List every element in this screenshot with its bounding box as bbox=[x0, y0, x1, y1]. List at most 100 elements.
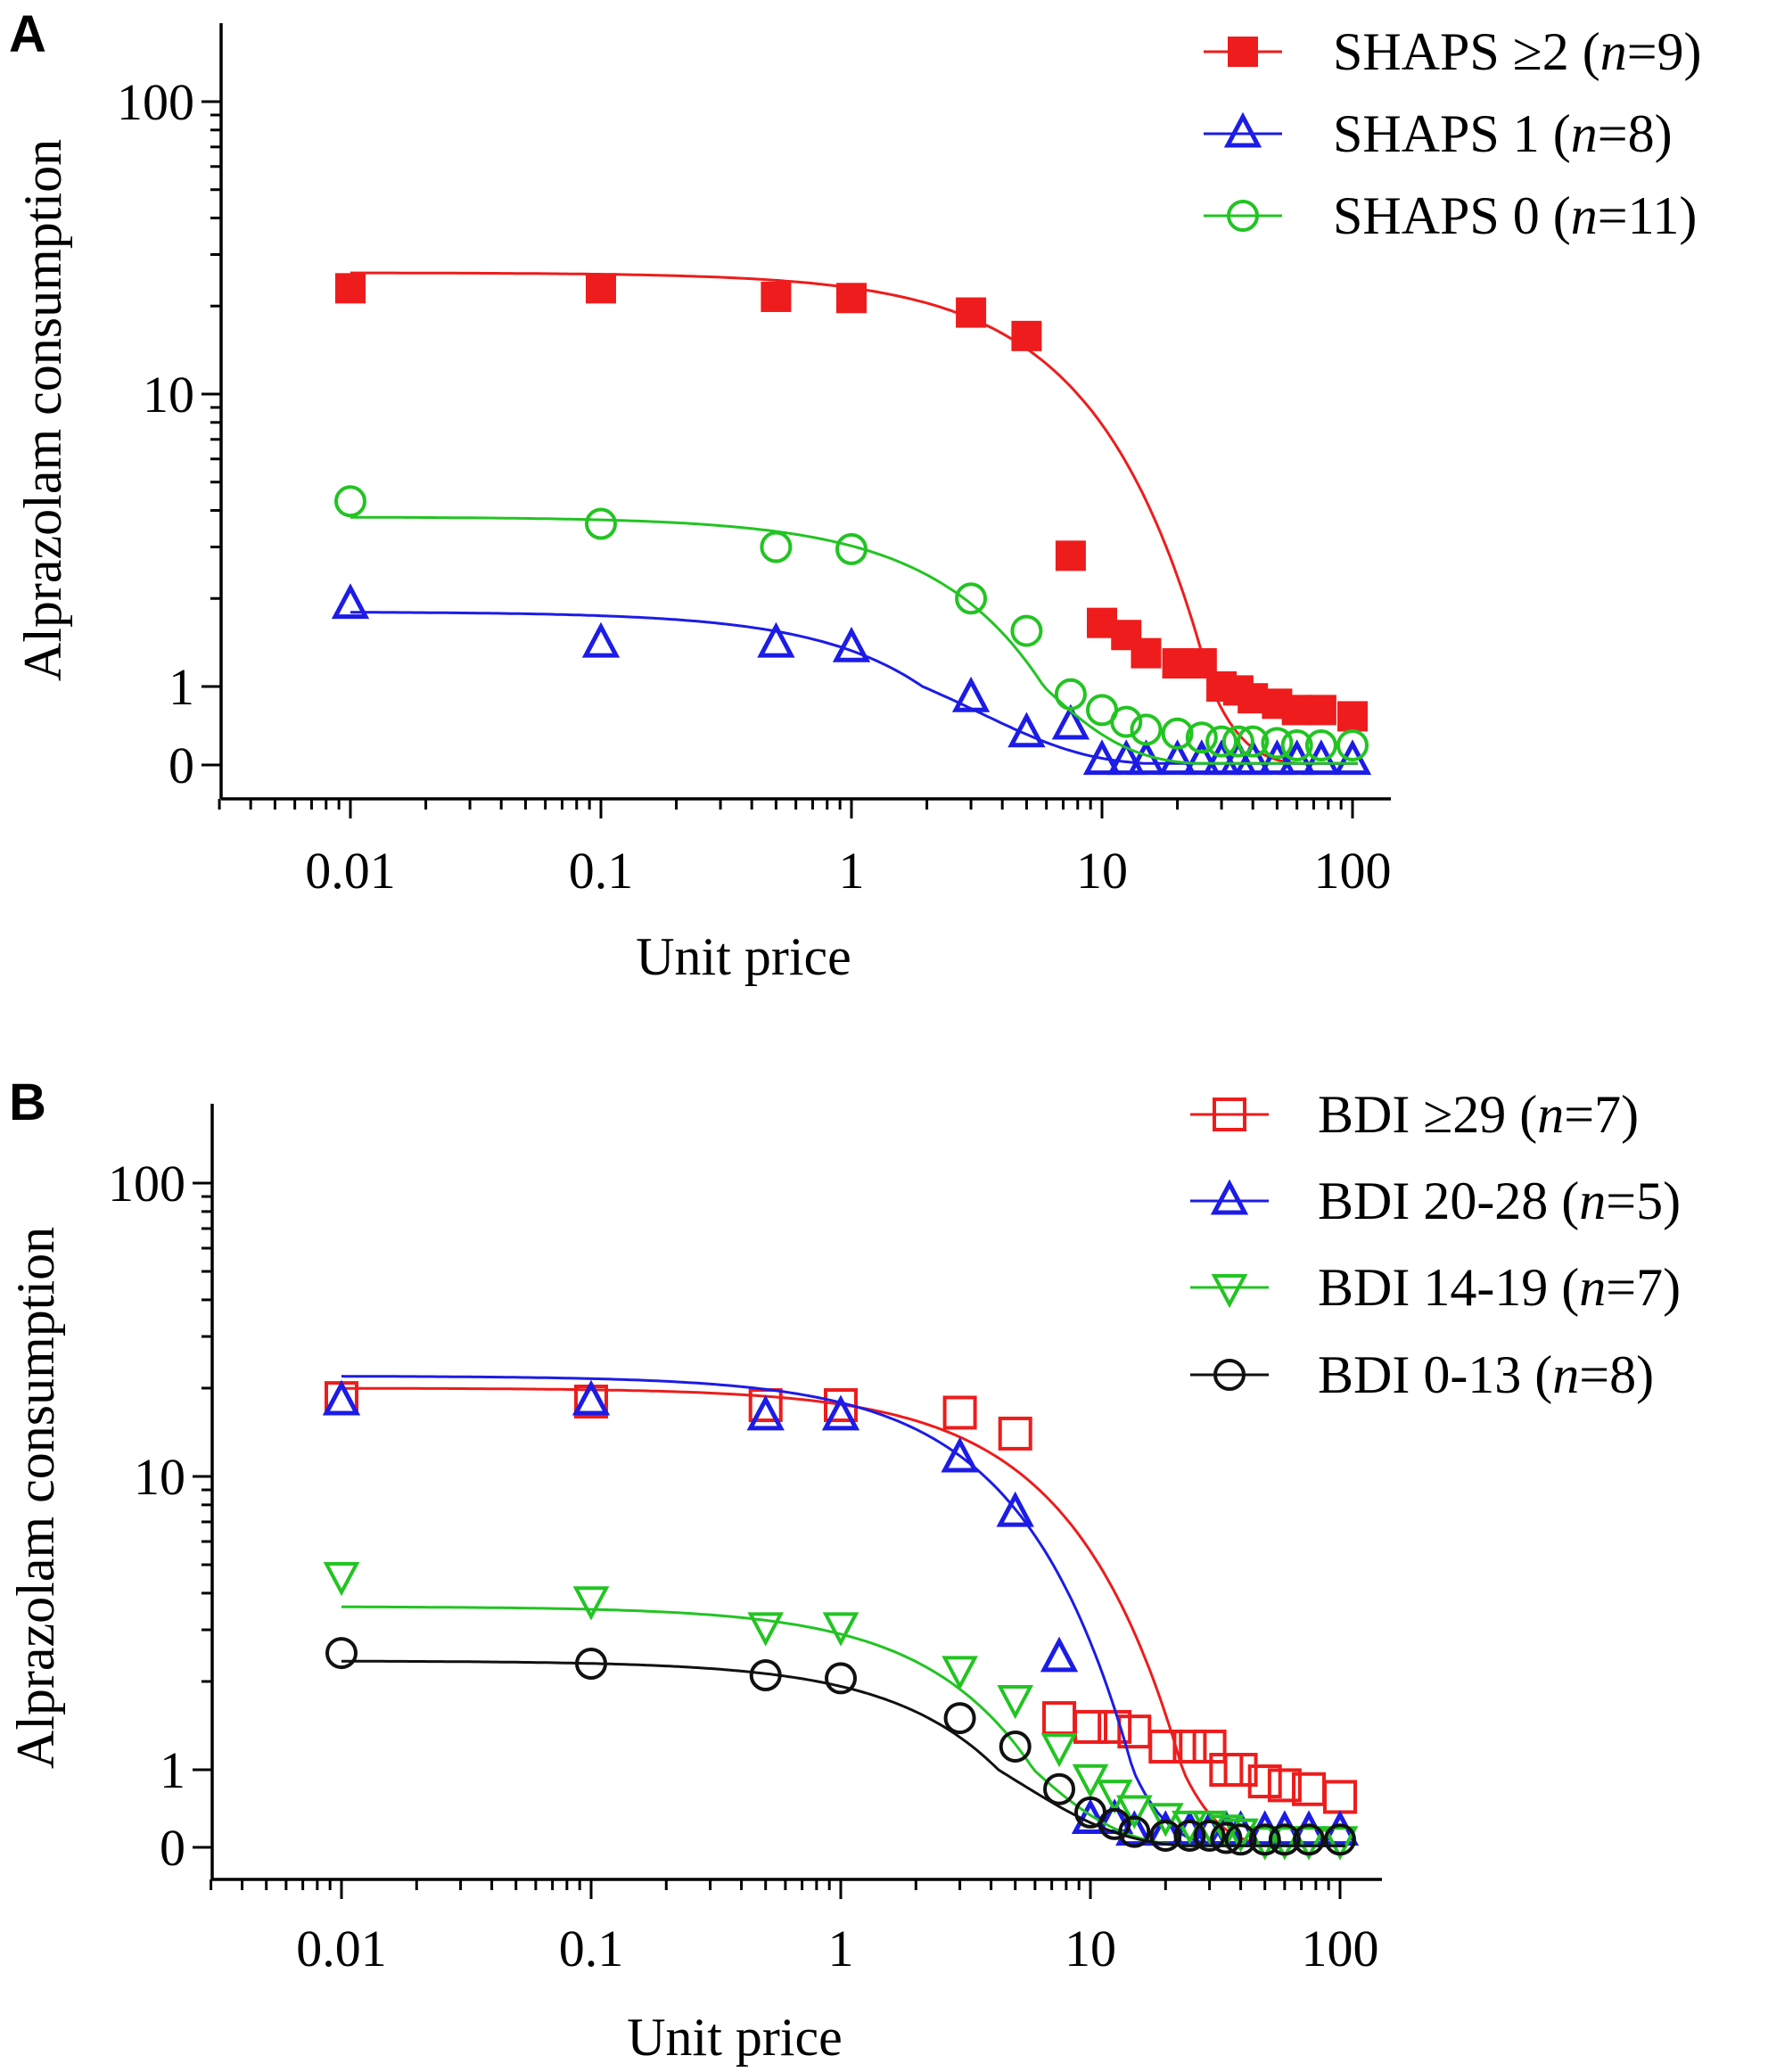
data-point bbox=[1336, 729, 1369, 761]
data-point bbox=[1304, 729, 1337, 761]
data-point bbox=[1293, 1823, 1326, 1856]
legend-label: BDI 14-19 (n=7) bbox=[1318, 1258, 1681, 1317]
legend-label-n: n bbox=[1537, 1085, 1564, 1144]
data-point bbox=[1107, 739, 1146, 776]
data-point bbox=[943, 1702, 976, 1735]
legend-label: SHAPS ≥2 (n=9) bbox=[1333, 22, 1702, 81]
legend-label-tail: =8) bbox=[1598, 104, 1673, 163]
data-point bbox=[1130, 713, 1163, 746]
data-point bbox=[1011, 320, 1042, 351]
data-point bbox=[942, 1656, 978, 1690]
data-point bbox=[1110, 705, 1143, 738]
data-point bbox=[1118, 1815, 1151, 1848]
y-tick-label: 10 bbox=[134, 1448, 185, 1506]
x-tick-label: 100 bbox=[1314, 842, 1392, 900]
data-point bbox=[1208, 1814, 1245, 1849]
y-axis-label: Alprazolam consumption bbox=[6, 1227, 65, 1769]
data-point bbox=[1172, 1729, 1207, 1764]
data-point bbox=[1193, 1819, 1226, 1852]
data-point bbox=[585, 507, 617, 540]
data-point bbox=[997, 1685, 1034, 1720]
data-point bbox=[749, 1658, 782, 1691]
data-point bbox=[322, 1379, 361, 1416]
data-point bbox=[747, 1612, 785, 1647]
y-tick-label: 100 bbox=[108, 1155, 185, 1213]
data-point bbox=[325, 1637, 358, 1670]
y-axis-label: Alprazolam consumption bbox=[13, 139, 72, 681]
data-point bbox=[572, 1586, 610, 1621]
data-point bbox=[1158, 739, 1196, 776]
data-point bbox=[1042, 1701, 1077, 1736]
fit-curve bbox=[341, 1605, 1345, 1847]
legend-marker bbox=[1227, 200, 1259, 232]
legend-marker bbox=[1228, 37, 1258, 67]
series-1 bbox=[322, 1375, 1360, 1847]
legend-entry: BDI 0-13 (n=8) bbox=[1190, 1345, 1654, 1404]
legend-marker bbox=[1213, 1098, 1246, 1131]
y-tick-label: 10 bbox=[143, 366, 194, 423]
data-point bbox=[1043, 1772, 1076, 1805]
data-point bbox=[1234, 739, 1272, 776]
data-point bbox=[1182, 739, 1221, 776]
data-point bbox=[955, 582, 988, 615]
data-point bbox=[1161, 717, 1194, 750]
data-point bbox=[835, 532, 868, 565]
data-point bbox=[1247, 1764, 1282, 1799]
data-point bbox=[1221, 725, 1254, 758]
y-tick-label: 0 bbox=[169, 736, 194, 794]
data-point bbox=[1321, 1826, 1359, 1861]
legend-label-n: n bbox=[1600, 22, 1627, 81]
data-point bbox=[1280, 729, 1313, 761]
legend-label-main: BDI 14-19 ( bbox=[1318, 1258, 1579, 1317]
data-point bbox=[1071, 1798, 1110, 1835]
legend-label-tail: =9) bbox=[1627, 22, 1702, 81]
data-point bbox=[323, 1561, 360, 1597]
data-point bbox=[581, 621, 621, 658]
data-point bbox=[1051, 703, 1090, 740]
data-point bbox=[1324, 1823, 1356, 1856]
data-point bbox=[941, 1436, 979, 1473]
data-point bbox=[1115, 1795, 1153, 1829]
data-point bbox=[1266, 1826, 1303, 1861]
data-point bbox=[757, 621, 795, 658]
x-tick-label: 1 bbox=[839, 842, 865, 900]
data-point bbox=[1054, 678, 1087, 711]
data-point bbox=[942, 1395, 977, 1430]
fit-curve bbox=[341, 1386, 1345, 1847]
data-point bbox=[1147, 1803, 1184, 1838]
data-point bbox=[1149, 1819, 1182, 1852]
data-point bbox=[1268, 1823, 1301, 1856]
data-point bbox=[951, 676, 991, 712]
data-point bbox=[998, 1416, 1032, 1451]
data-point bbox=[746, 1394, 785, 1431]
x-tick-label: 0.01 bbox=[296, 1920, 387, 1977]
y-tick-label: 0 bbox=[160, 1819, 185, 1877]
legend-label: SHAPS 1 (n=8) bbox=[1333, 104, 1673, 163]
legend-entry: SHAPS 1 (n=8) bbox=[1204, 104, 1673, 163]
data-point bbox=[1223, 1753, 1258, 1787]
legend-label-n: n bbox=[1552, 1345, 1579, 1404]
legend-label-main: BDI 20-28 ( bbox=[1318, 1172, 1579, 1230]
x-tick-label: 10 bbox=[1065, 1920, 1116, 1977]
legend-label-tail: =5) bbox=[1606, 1172, 1681, 1230]
data-point bbox=[1040, 1636, 1079, 1673]
legend-entry: SHAPS 0 (n=11) bbox=[1204, 186, 1697, 245]
data-point bbox=[999, 1730, 1032, 1763]
data-point bbox=[822, 1612, 859, 1647]
data-point bbox=[335, 273, 366, 304]
data-point bbox=[821, 1394, 860, 1431]
data-point bbox=[1098, 1807, 1131, 1840]
legend-label-main: BDI 0-13 ( bbox=[1318, 1345, 1552, 1404]
data-point bbox=[1173, 1819, 1206, 1852]
legend-label-n: n bbox=[1571, 186, 1598, 245]
legend-entry: BDI 20-28 (n=5) bbox=[1190, 1172, 1681, 1230]
legend-label: BDI ≥29 (n=7) bbox=[1318, 1085, 1639, 1144]
data-point bbox=[760, 530, 793, 563]
data-point bbox=[1224, 1823, 1257, 1856]
legend-label-main: SHAPS 0 ( bbox=[1333, 186, 1571, 245]
x-tick-label: 10 bbox=[1076, 842, 1128, 900]
data-point bbox=[1210, 1821, 1243, 1854]
data-point bbox=[1290, 1826, 1328, 1861]
